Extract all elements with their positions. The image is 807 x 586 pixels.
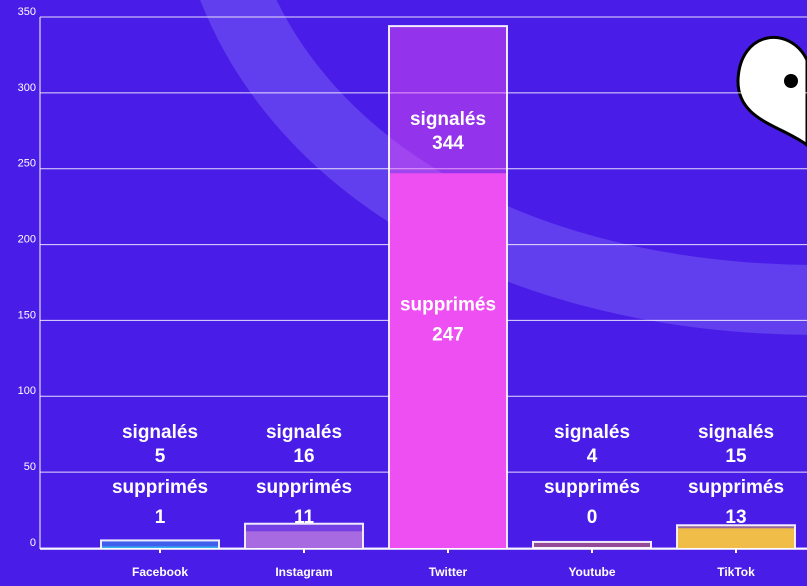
bar-deleted <box>102 546 218 548</box>
x-tick-label: Facebook <box>132 565 188 579</box>
label-name: signalés <box>122 422 198 443</box>
label-name: supprimés <box>112 477 208 498</box>
decor-dot <box>784 74 798 88</box>
label-name: signalés <box>698 422 774 443</box>
label-name: signalés <box>266 422 342 443</box>
label-name: signalés <box>410 109 486 130</box>
bar-reported <box>533 542 651 548</box>
chart: 050100150200250300350Facebooksignalés5su… <box>0 0 807 586</box>
y-tick-label: 200 <box>18 233 36 245</box>
bar-deleted <box>678 528 794 548</box>
y-tick-label: 50 <box>24 461 36 473</box>
bar-deleted <box>246 531 362 548</box>
label-value: 4 <box>587 446 598 467</box>
label-name: supprimés <box>400 294 496 315</box>
label-value: 247 <box>432 324 464 345</box>
label-value: 5 <box>155 446 166 467</box>
y-tick-label: 100 <box>18 385 36 397</box>
y-tick-label: 250 <box>18 158 36 170</box>
label-name: supprimés <box>544 477 640 498</box>
label-name: signalés <box>554 422 630 443</box>
label-value: 13 <box>725 507 746 528</box>
y-tick-label: 350 <box>18 6 36 18</box>
y-tick-label: 300 <box>18 82 36 94</box>
label-name: supprimés <box>256 477 352 498</box>
label-value: 0 <box>587 507 598 528</box>
x-tick-label: TikTok <box>717 565 755 579</box>
label-value: 1 <box>155 507 166 528</box>
x-tick-label: Twitter <box>429 565 468 579</box>
label-value: 15 <box>725 446 747 467</box>
x-tick-label: Instagram <box>275 565 332 579</box>
y-tick-label: 0 <box>30 537 36 549</box>
label-value: 11 <box>294 507 315 528</box>
bar-deleted <box>390 173 506 548</box>
label-value: 16 <box>293 446 314 467</box>
label-name: supprimés <box>688 477 784 498</box>
y-tick-label: 150 <box>18 309 36 321</box>
x-tick-label: Youtube <box>568 565 615 579</box>
label-value: 344 <box>432 133 464 154</box>
